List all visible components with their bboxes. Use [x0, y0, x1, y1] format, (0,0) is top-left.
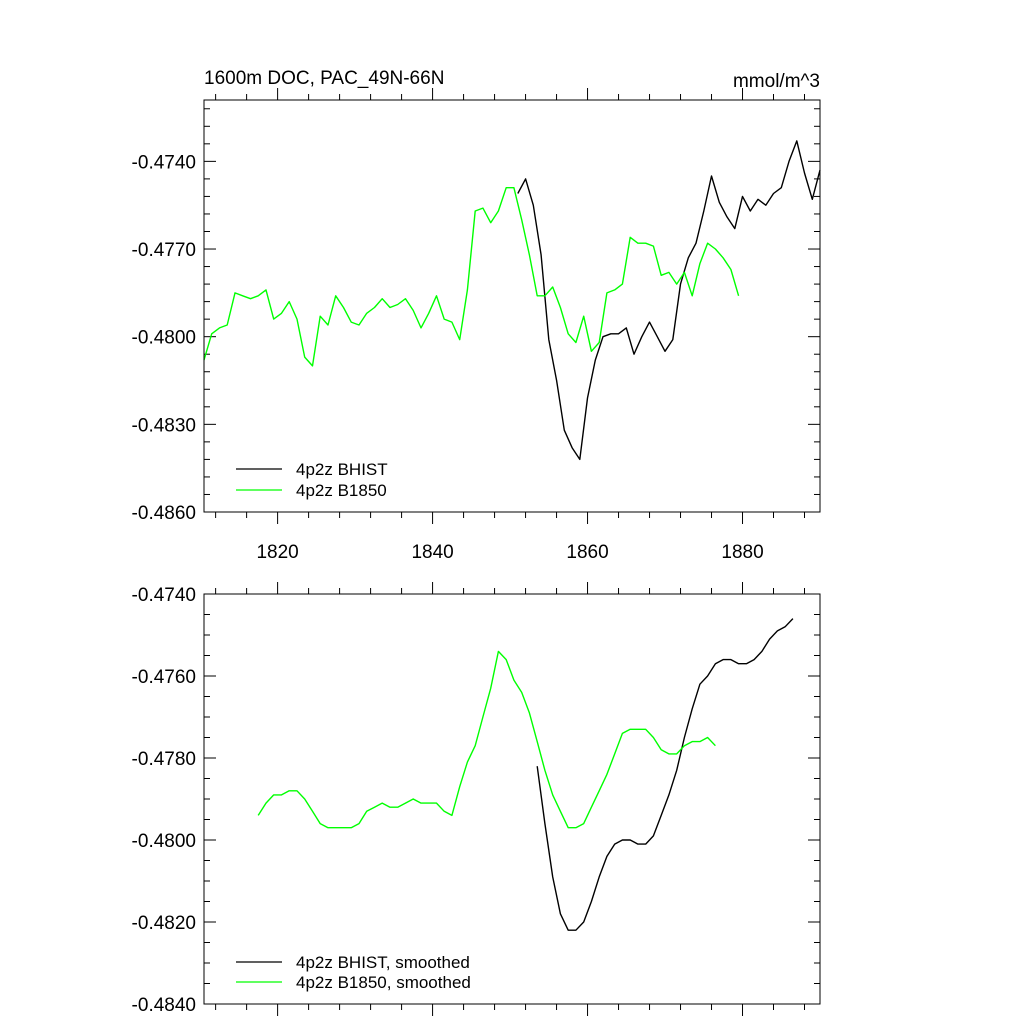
bottom-y-tick-label: -0.4800: [132, 831, 196, 852]
legend-label-b1850: 4p2z B1850: [296, 481, 387, 500]
bottom-series-line-0: [536, 618, 794, 931]
top-x-tick-label: 1880: [721, 542, 763, 563]
bottom-chart-frame: [203, 593, 821, 1005]
bottom-y-tick-label: -0.4820: [132, 913, 196, 934]
bottom-chart-lines: [257, 618, 794, 931]
bottom-y-tick-label: -0.4780: [132, 749, 196, 770]
top-chart-frame: [203, 99, 821, 513]
legend-label-b1850-smoothed: 4p2z B1850, smoothed: [296, 973, 471, 992]
top-series-line-0: [517, 140, 821, 461]
top-y-tick-label: -0.4800: [132, 328, 196, 349]
bottom-series-line-1: [257, 650, 716, 829]
top-y-tick-label: -0.4740: [132, 152, 196, 173]
bottom-y-tick-label: -0.4760: [132, 667, 196, 688]
top-x-tick-label: 1840: [411, 542, 453, 563]
top-chart-legend: 4p2z BHIST 4p2z B1850: [236, 460, 388, 500]
top-chart-title: 1600m DOC, PAC_49N-66N: [204, 68, 444, 89]
bottom-chart-ticks: -0.4840 -0.4820 -0.4800 -0.4780 -0.4760 -0.47…: [132, 582, 820, 1016]
top-chart-ticks: -0.4860 -0.4830 -0.4800 -0.4770 -0.4740 1820 1…: [132, 88, 820, 563]
top-chart-lines: [203, 140, 821, 461]
legend-label-bhist-smoothed: 4p2z BHIST, smoothed: [296, 953, 470, 972]
top-chart-units-label: mmol/m^3: [733, 71, 820, 92]
top-y-tick-label: -0.4770: [132, 240, 196, 261]
bottom-chart-legend: 4p2z BHIST, smoothed 4p2z B1850, smoothe…: [236, 953, 471, 992]
bottom-chart-panel: -0.4840 -0.4820 -0.4800 -0.4780 -0.4760 -0.47…: [132, 582, 821, 1016]
top-chart-panel: 1600m DOC, PAC_49N-66N mmol/m^3 -0.4860-…: [132, 68, 821, 563]
top-x-tick-label: 1860: [566, 542, 608, 563]
bottom-y-tick-label: -0.4740: [132, 585, 196, 606]
bottom-y-tick-label: -0.4840: [132, 995, 196, 1016]
top-x-tick-label: 1820: [256, 542, 298, 563]
top-y-tick-label: -0.4860: [132, 503, 196, 524]
top-y-tick-label: -0.4830: [132, 415, 196, 436]
top-series-line-1: [203, 186, 740, 367]
legend-label-bhist: 4p2z BHIST: [296, 460, 388, 479]
